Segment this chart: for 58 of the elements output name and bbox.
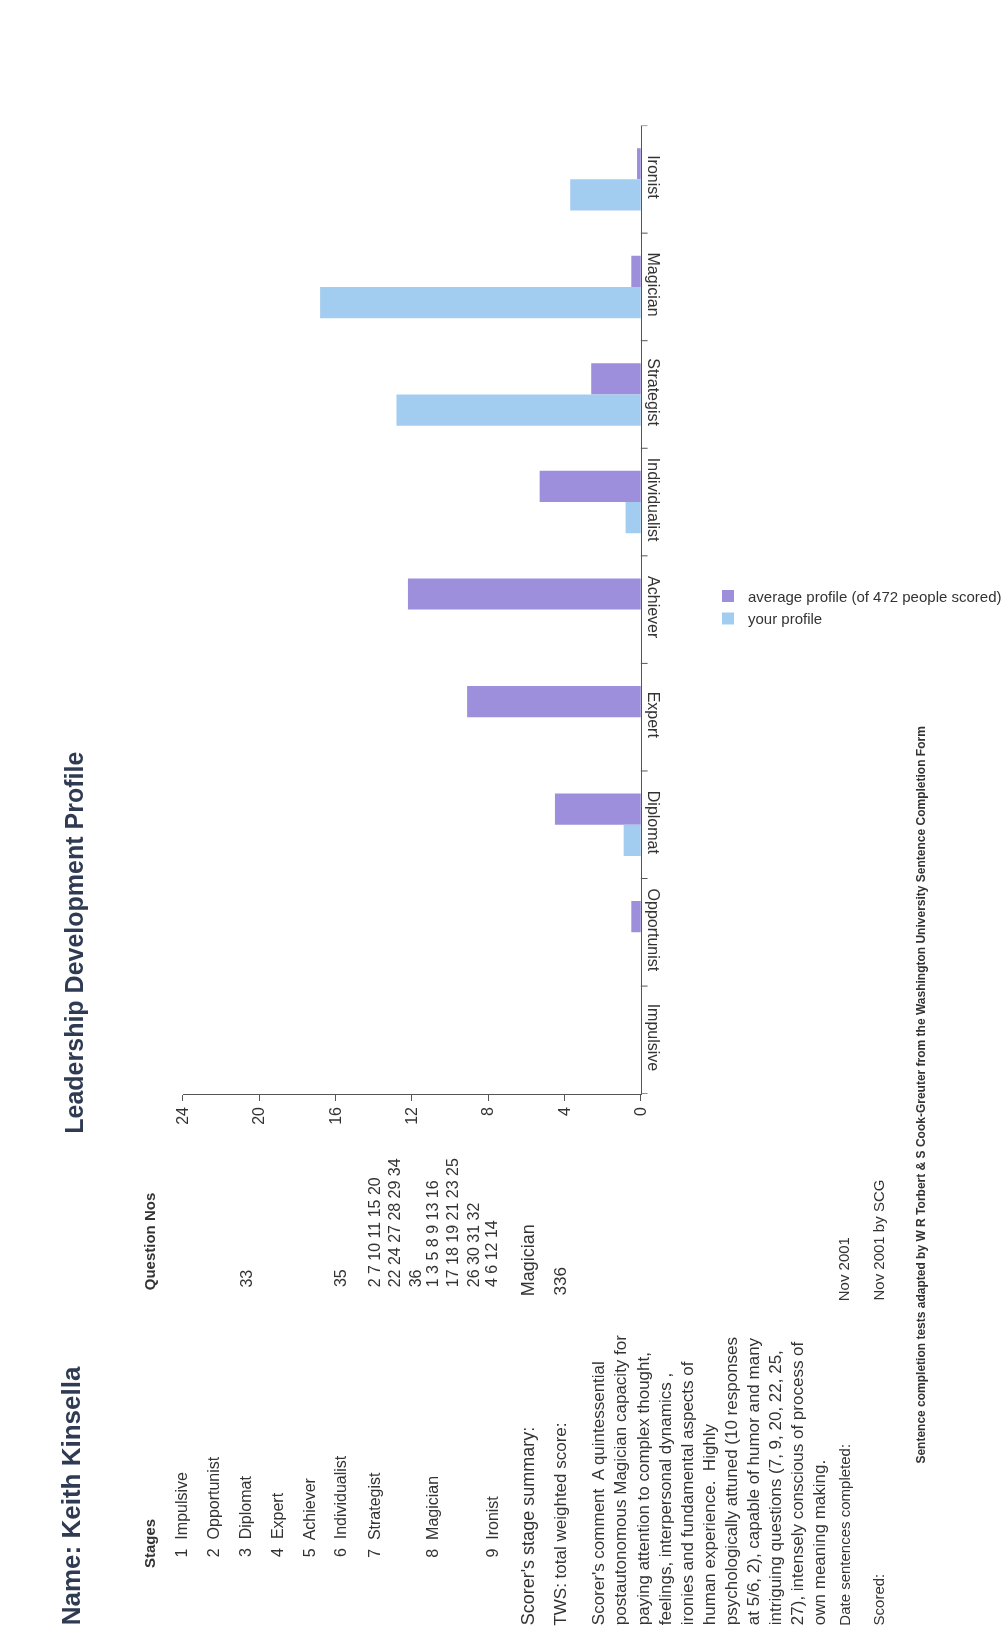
text: Name: Keith Kinsella	[56, 1366, 87, 1626]
y-tick-label: Diplomat	[645, 790, 663, 855]
y-tick-label: Expert	[645, 691, 663, 739]
text: 2 Opportunist	[205, 1456, 223, 1558]
bar	[631, 901, 641, 933]
text: 1 Impulsive	[172, 1471, 190, 1558]
x-tick-label: 12	[402, 1106, 420, 1125]
text: 7 Strategist	[366, 1471, 384, 1558]
x-tick-label: 20	[250, 1106, 268, 1125]
y-tick-label: Impulsive	[645, 1003, 663, 1072]
text: 33	[237, 1269, 255, 1288]
x-tick-label: 24	[173, 1106, 191, 1125]
y-tick-label: Achiever	[645, 576, 663, 640]
bar	[625, 502, 641, 534]
text: 3 Diplomat	[237, 1475, 255, 1558]
bar	[407, 578, 641, 610]
text: Nov 2001 by SCG	[869, 1179, 887, 1301]
legend-label: average profile (of 472 people scored)	[748, 587, 1002, 605]
text: 1 3 5 8 9 13 16 17 18 19 21 23 25 26 30 31 32	[423, 1158, 483, 1288]
text: 4 Expert	[269, 1492, 287, 1557]
text: Scored:	[869, 1573, 887, 1626]
text: Scorer's comment A quintessential postautonomous Magician capacity for paying attention to complex thought, feelings, interpersonal dynamics , ironies and fundamental aspects of human experience. Highly psychologically attuned (10 responses at 5/6, 2), capable of humor and many intriguing questions (7, 9, 20, 22, 25, 27), intensely conscious of process of own meaning making.	[589, 1335, 830, 1626]
bar	[539, 470, 641, 503]
text: Magician	[517, 1224, 538, 1297]
x-tick-label: 8	[479, 1106, 497, 1116]
text: 336	[550, 1267, 570, 1296]
text: 2 7 10 11 15 20 22 24 27 28 29 34 36	[365, 1158, 425, 1288]
bar	[467, 685, 641, 718]
bar	[396, 394, 641, 426]
text: Scorer's stage summary:	[517, 1426, 538, 1626]
text: Sentence completion tests adapted by W R Torbert & S Cook-Greuter from the Washington University Sentence Completion Form	[914, 726, 929, 1464]
y-tick-label: Ironist	[645, 155, 663, 200]
text: 4 6 12 14	[483, 1220, 501, 1288]
y-tick-label: Magician	[645, 252, 663, 317]
text: Nov 2001	[835, 1237, 853, 1302]
legend-label: your profile	[748, 610, 823, 628]
bar	[631, 255, 641, 287]
text: 5 Achiever	[300, 1477, 318, 1558]
text: Leadership Development Profile	[59, 751, 88, 1134]
y-tick-label: Strategist	[645, 358, 663, 427]
text: 6 Individualist	[332, 1455, 350, 1558]
text: Question Nos	[141, 1192, 159, 1291]
x-tick-label: 4	[555, 1106, 573, 1116]
text: Date sentences completed:	[835, 1443, 853, 1626]
text: 8 Magician	[424, 1475, 441, 1558]
y-tick-label: Opportunist	[645, 888, 663, 972]
bar	[570, 179, 641, 211]
bar	[320, 286, 641, 319]
text: 35	[332, 1269, 350, 1288]
bar	[591, 363, 641, 395]
bar	[554, 793, 641, 825]
text: 9 Ironist	[483, 1495, 501, 1558]
y-tick-label: Individualist	[645, 457, 663, 543]
bar	[623, 824, 641, 856]
x-tick-label: 0	[632, 1106, 650, 1116]
text: Stages	[141, 1518, 159, 1569]
x-tick-label: 16	[326, 1106, 344, 1125]
text: TWS: total weighted score:	[550, 1422, 570, 1626]
